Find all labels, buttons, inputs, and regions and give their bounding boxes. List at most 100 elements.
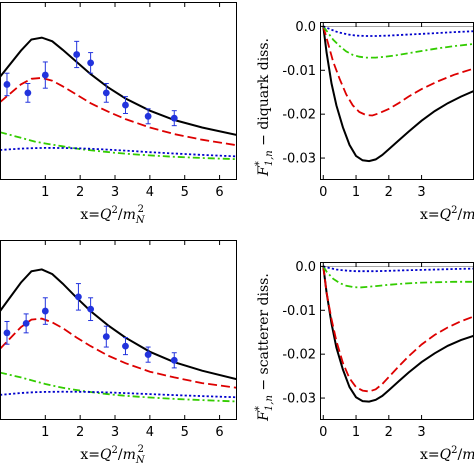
y-axis-label-text: F*1,n − diquark diss. — [254, 38, 275, 177]
y-tick-label: -0.03 — [282, 152, 316, 167]
label-variable: F — [256, 410, 272, 422]
label-separator: / — [118, 447, 123, 463]
x-tick-label: 4 — [146, 425, 154, 440]
label-superscript: 2 — [112, 445, 118, 456]
data-point — [24, 89, 32, 97]
x-tick-label: 3 — [417, 185, 425, 200]
label-separator: / — [118, 207, 123, 223]
series-line-3 — [323, 265, 474, 273]
xlabel-prefix: x= — [420, 207, 440, 223]
series-line-3 — [322, 25, 474, 37]
label-separator: / — [458, 207, 463, 223]
data-point — [170, 356, 178, 364]
plot-area — [320, 25, 474, 163]
plot-frame — [0, 240, 237, 420]
x-tick-label: 1 — [352, 425, 360, 440]
label-variable: Q — [100, 447, 112, 463]
series-line-1 — [0, 317, 237, 389]
label-variable: Q — [100, 207, 112, 223]
chart-panel-top-left: 1 2 3 4 5 6x=Q2/mN2 — [0, 2, 237, 226]
x-tick-label: 6 — [215, 185, 223, 200]
plot-frame — [0, 2, 237, 180]
xlabel-prefix: x= — [80, 447, 100, 463]
label-superscript-2: 2 — [138, 204, 144, 215]
label-variable-2: m — [123, 447, 136, 463]
data-point — [144, 112, 152, 120]
data-point — [170, 114, 178, 122]
x-tick-label: 6 — [215, 425, 223, 440]
series-line-0 — [0, 268, 237, 381]
label-variable: F — [256, 165, 272, 177]
chart-panel-bottom-left: 1 2 3 4 5 6x=Q2/mN2 — [0, 240, 237, 466]
series-line-2 — [0, 131, 237, 161]
series-line-2 — [322, 25, 474, 59]
x-axis-label: x=Q2/m — [420, 445, 474, 463]
label-superscript: 2 — [112, 205, 118, 216]
x-tick-label: 2 — [385, 425, 393, 440]
label-subscript-2: N — [135, 215, 146, 226]
x-axis-label: x=Q2/m — [420, 205, 474, 223]
xlabel-prefix: x= — [80, 207, 100, 223]
series-line-3 — [0, 390, 237, 399]
label-variable-2: m — [123, 207, 136, 223]
x-tick-label: 3 — [111, 185, 119, 200]
label-variable-2: m — [462, 447, 474, 463]
x-tick-label: 0 — [319, 425, 327, 440]
data-point — [3, 329, 11, 337]
label-subscript-2: N — [135, 455, 146, 466]
data-point — [87, 305, 95, 313]
data-point — [41, 71, 49, 79]
chart-panel-top-right: 0 1 2 3 0.0 -0.01 -0.02 -0.03 x=Q2/m F*1,n − diqu… — [254, 20, 474, 223]
label-subscript: 1,n — [264, 395, 275, 411]
label-separator: / — [458, 447, 463, 463]
x-tick-label: 4 — [146, 185, 154, 200]
label-superscript: 2 — [451, 445, 457, 456]
y-tick-label: -0.02 — [282, 348, 316, 363]
label-superscript: * — [254, 161, 265, 166]
data-point — [75, 293, 82, 301]
x-tick-label: 0 — [319, 185, 327, 200]
label-variable: Q — [440, 447, 452, 463]
y-tick-label: 0.0 — [295, 260, 316, 275]
data-point — [144, 351, 152, 359]
data-point — [3, 81, 11, 88]
plot-area — [320, 265, 474, 403]
x-tick-label: 5 — [181, 425, 189, 440]
x-tick-label: 2 — [76, 185, 84, 200]
data-point — [122, 342, 129, 350]
x-tick-label: 2 — [76, 425, 84, 440]
x-tick-label: 1 — [41, 425, 49, 440]
x-tick-label: 3 — [111, 425, 119, 440]
x-tick-label: 1 — [41, 185, 49, 200]
y-axis-label: F*1,n − scatterer diss. — [254, 273, 275, 422]
label-text: − scatterer diss. — [256, 273, 272, 395]
y-tick-label: 0.0 — [295, 20, 316, 35]
x-axis-label: x=Q2/mN2 — [80, 204, 146, 226]
x-tick-label: 3 — [417, 425, 425, 440]
plot-frame — [320, 262, 474, 420]
data-point — [122, 101, 129, 109]
x-tick-label: 1 — [352, 185, 360, 200]
data-point — [73, 51, 81, 58]
y-axis-label: F*1,n − diquark diss. — [254, 38, 275, 177]
y-axis-label-text: F*1,n − scatterer diss. — [254, 273, 275, 422]
label-superscript: * — [254, 406, 265, 411]
label-subscript: 1,n — [264, 150, 275, 166]
data-point — [87, 59, 95, 67]
series-line-3 — [0, 146, 237, 158]
x-axis-label: x=Q2/mN2 — [80, 444, 146, 466]
y-tick-label: -0.02 — [282, 108, 316, 123]
data-point — [41, 307, 49, 315]
series-line-2 — [322, 265, 474, 289]
data-point — [22, 319, 30, 327]
y-tick-label: -0.01 — [282, 64, 316, 79]
series-line-1 — [0, 76, 237, 147]
data-point — [102, 333, 110, 341]
series-line-0 — [0, 36, 237, 136]
plot-area — [0, 268, 237, 403]
label-variable-2: m — [462, 207, 474, 223]
label-superscript: 2 — [451, 205, 457, 216]
xlabel-prefix: x= — [420, 447, 440, 463]
